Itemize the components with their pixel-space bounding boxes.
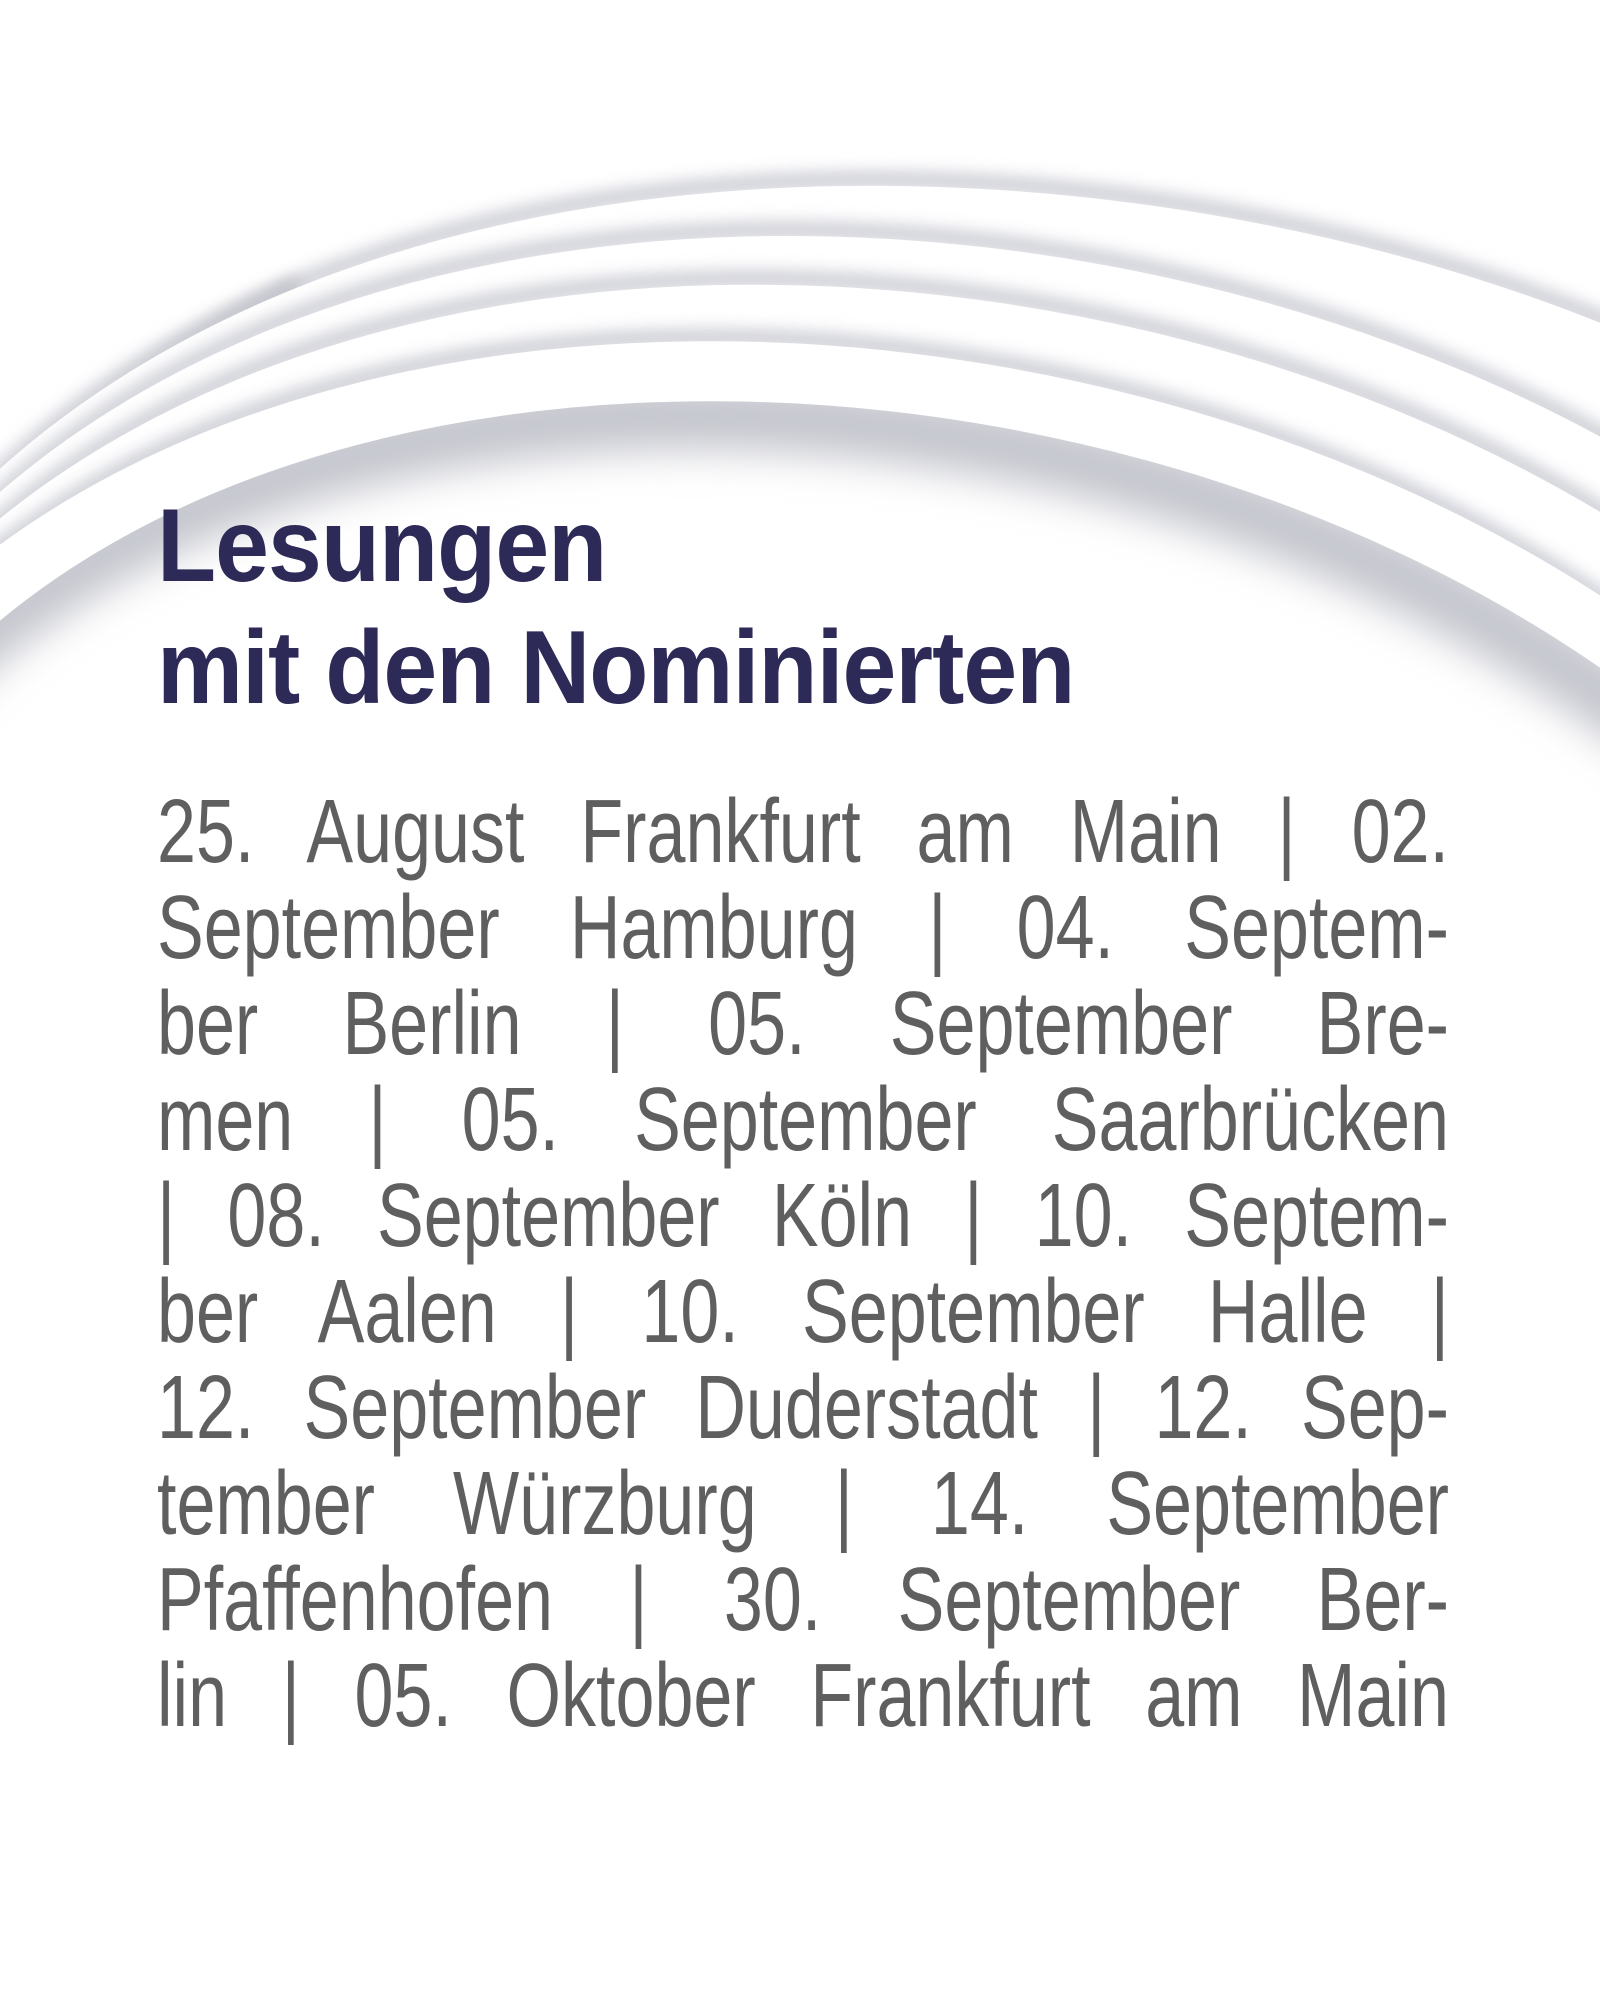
text-line: lin | 05. Oktober Frankfurt am Main — [157, 1646, 1449, 1746]
title-line-2: mit den Nominierten — [157, 610, 1075, 726]
text-line: | 08. September Köln | 10. Septem- — [157, 1166, 1449, 1266]
title-line-1: Lesungen — [157, 488, 607, 604]
reading-dates-paragraph: 25. August Frankfurt am Main | 02. Septe… — [157, 784, 1449, 1744]
text-line: tember Würzburg | 14. September — [157, 1454, 1449, 1554]
text-line: ber Berlin | 05. September Bre- — [157, 974, 1449, 1074]
text-line: men | 05. September Saarbrücken — [157, 1070, 1449, 1170]
page-title: Lesungen mit den Nominierten — [157, 485, 1366, 729]
text-line: Pfaffenhofen | 30. September Ber- — [157, 1550, 1449, 1650]
text-line: ber Aalen | 10. September Halle | — [157, 1262, 1449, 1362]
text-line: September Hamburg | 04. Septem- — [157, 878, 1449, 978]
text-line: 25. August Frankfurt am Main | 02. — [157, 782, 1449, 882]
text-line: 12. September Duderstadt | 12. Sep- — [157, 1358, 1449, 1458]
